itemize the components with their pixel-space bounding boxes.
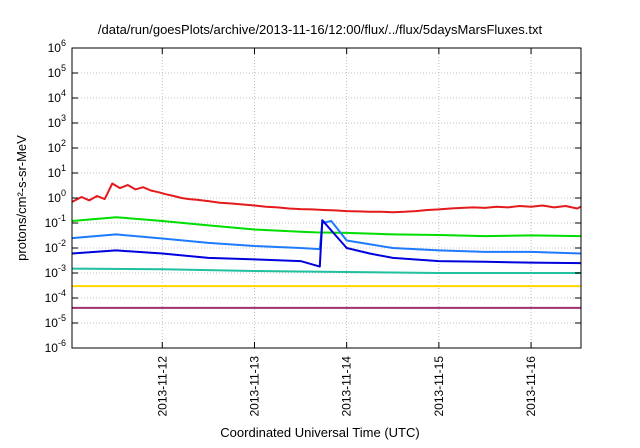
y-tick-label: 10-3 bbox=[45, 263, 66, 280]
series-line-1 bbox=[71, 182, 582, 214]
x-tick-label: 2013-11-12 bbox=[155, 356, 169, 417]
y-tick-label: 102 bbox=[48, 138, 66, 155]
x-tick-label: 2013-11-14 bbox=[340, 356, 354, 417]
x-tick-label: 2013-11-13 bbox=[247, 356, 261, 417]
y-tick-label: 10-4 bbox=[45, 288, 66, 305]
y-tick-label: 104 bbox=[48, 88, 66, 105]
y-tick-label: 10-1 bbox=[45, 213, 66, 230]
series-line-2 bbox=[71, 216, 582, 238]
x-tick-label: 2013-11-15 bbox=[432, 356, 446, 417]
y-axis-label: protons/cm²-s-sr-MeV bbox=[14, 135, 29, 261]
y-tick-label: 105 bbox=[48, 63, 66, 80]
y-tick-label: 10-2 bbox=[45, 238, 66, 255]
y-tick-label: 106 bbox=[48, 38, 66, 55]
series-line-5 bbox=[71, 267, 581, 274]
x-axis-label: Coordinated Universal Time (UTC) bbox=[220, 425, 420, 440]
chart-title: /data/run/goesPlots/archive/2013-11-16/1… bbox=[97, 22, 543, 37]
y-tick-label: 103 bbox=[48, 113, 66, 130]
y-tick-label: 101 bbox=[48, 163, 66, 180]
x-tick-label: 2013-11-16 bbox=[524, 356, 538, 417]
series-line-4 bbox=[71, 219, 582, 268]
y-tick-label: 100 bbox=[48, 188, 66, 205]
y-tick-label: 10-6 bbox=[45, 338, 66, 355]
y-tick-label: 10-5 bbox=[45, 313, 66, 330]
